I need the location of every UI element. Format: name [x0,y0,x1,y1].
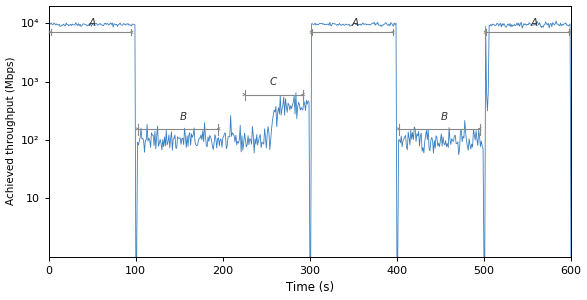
Text: B: B [180,112,187,122]
Text: B: B [441,112,448,122]
X-axis label: Time (s): Time (s) [286,281,334,294]
Y-axis label: Achieved throughput (Mbps): Achieved throughput (Mbps) [5,57,16,206]
Text: A: A [531,18,538,28]
Text: C: C [269,77,277,88]
Text: A: A [89,18,96,28]
Text: A: A [352,18,359,28]
